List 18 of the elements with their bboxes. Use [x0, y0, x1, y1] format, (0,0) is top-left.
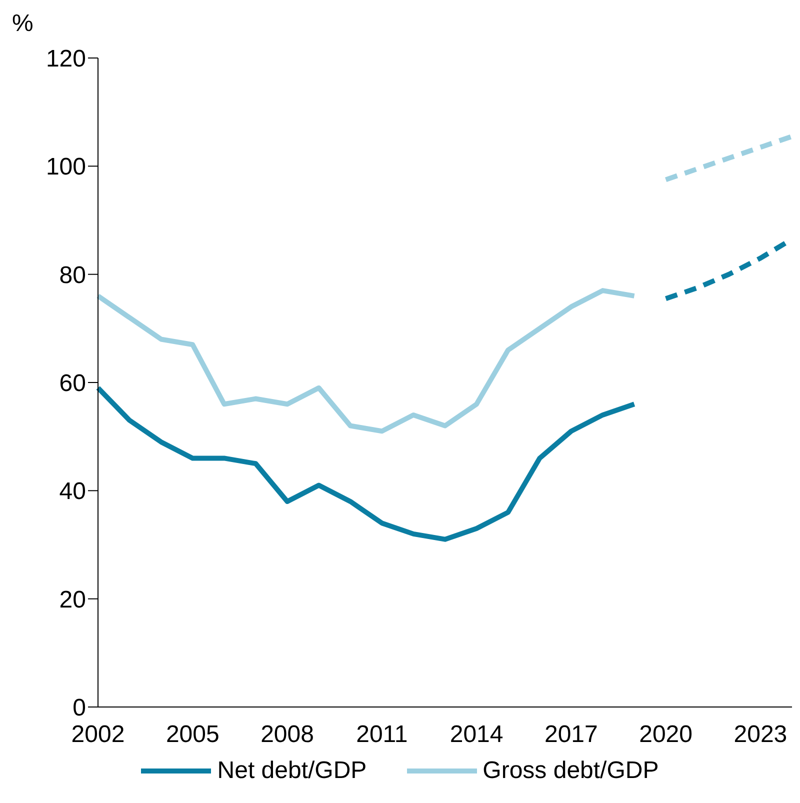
y-tick-label: 0: [72, 694, 86, 722]
y-tick-label: 40: [59, 478, 86, 506]
x-tick-label: 2014: [450, 721, 504, 748]
x-tick-label: 2008: [260, 721, 314, 748]
x-tick-label: 2017: [544, 721, 598, 748]
y-tick-label: 60: [59, 370, 86, 398]
x-tick-label: 2005: [166, 721, 220, 748]
x-tick-label: 2020: [639, 721, 693, 748]
legend-label: Net debt/GDP: [217, 757, 367, 785]
x-tick-label: 2011: [356, 721, 408, 748]
y-tick-label: 120: [46, 46, 86, 73]
x-tick-label: 2023: [734, 721, 788, 748]
y-tick-label: 80: [59, 262, 86, 289]
legend-label: Gross debt/GDP: [482, 757, 659, 785]
y-tick-label: 20: [59, 586, 86, 614]
x-tick-label: 2002: [71, 721, 125, 748]
y-axis-title: %: [12, 10, 34, 38]
y-tick-label: 100: [46, 154, 86, 181]
